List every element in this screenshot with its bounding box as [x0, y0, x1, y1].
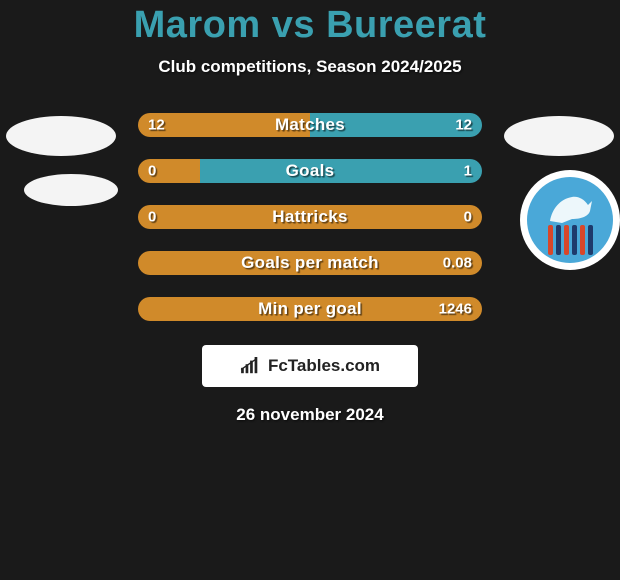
- player-right-avatar-1: [504, 116, 614, 156]
- badge-stripes: [544, 225, 596, 255]
- attribution-text: FcTables.com: [268, 356, 380, 376]
- stat-value-right: 12: [455, 117, 472, 134]
- stat-label: Hattricks: [272, 207, 347, 227]
- content-wrapper: Marom vs Bureerat Club competitions, Sea…: [0, 0, 620, 425]
- stat-value-left: 12: [148, 117, 165, 134]
- stat-bar: Goals per match 0.08: [138, 251, 482, 275]
- subtitle: Club competitions, Season 2024/2025: [0, 57, 620, 77]
- club-badge: [520, 170, 620, 270]
- stat-bar: Min per goal 1246: [138, 297, 482, 321]
- stat-bar: Hattricks 0 0: [138, 205, 482, 229]
- horse-icon: [542, 189, 598, 229]
- stat-bar: Matches 12 12: [138, 113, 482, 137]
- club-badge-inner: [527, 177, 613, 263]
- bars-icon: [240, 357, 262, 375]
- stat-label: Matches: [275, 115, 345, 135]
- stat-value-right: 0: [464, 209, 472, 226]
- attribution-badge: FcTables.com: [202, 345, 418, 387]
- stat-label: Min per goal: [258, 299, 362, 319]
- stat-label: Goals: [286, 161, 335, 181]
- stat-value-right: 0.08: [443, 255, 472, 272]
- stat-bar: Goals 0 1: [138, 159, 482, 183]
- date-text: 26 november 2024: [0, 405, 620, 425]
- player-left-avatar-1: [6, 116, 116, 156]
- stat-label: Goals per match: [241, 253, 379, 273]
- page-title: Marom vs Bureerat: [0, 4, 620, 47]
- stat-fill-right: [200, 159, 482, 183]
- stat-value-right: 1: [464, 163, 472, 180]
- player-left-avatar-2: [24, 174, 118, 206]
- stat-value-left: 0: [148, 209, 156, 226]
- stat-value-left: 0: [148, 163, 156, 180]
- stat-value-right: 1246: [439, 301, 472, 318]
